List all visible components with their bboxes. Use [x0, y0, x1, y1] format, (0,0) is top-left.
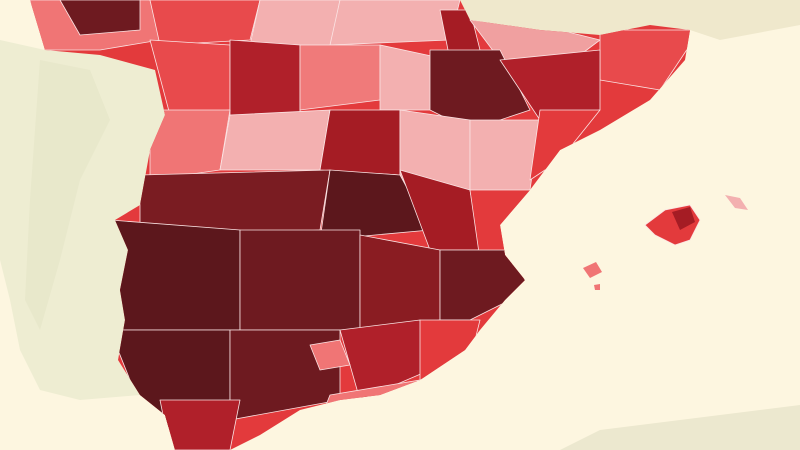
region — [329, 0, 461, 46]
formentera — [594, 284, 600, 290]
africa — [560, 405, 800, 450]
mallorca-region — [672, 207, 695, 230]
region — [239, 229, 361, 331]
france — [460, 0, 800, 40]
region — [229, 39, 301, 121]
region — [59, 0, 141, 36]
menorca — [725, 195, 748, 210]
region — [469, 119, 541, 201]
region — [149, 0, 261, 46]
region — [109, 219, 241, 331]
region — [439, 249, 531, 321]
region — [359, 234, 441, 331]
region — [219, 109, 331, 171]
region — [319, 109, 401, 176]
relief — [25, 60, 110, 330]
ibiza — [583, 262, 602, 278]
region — [309, 339, 351, 371]
region — [299, 44, 381, 111]
